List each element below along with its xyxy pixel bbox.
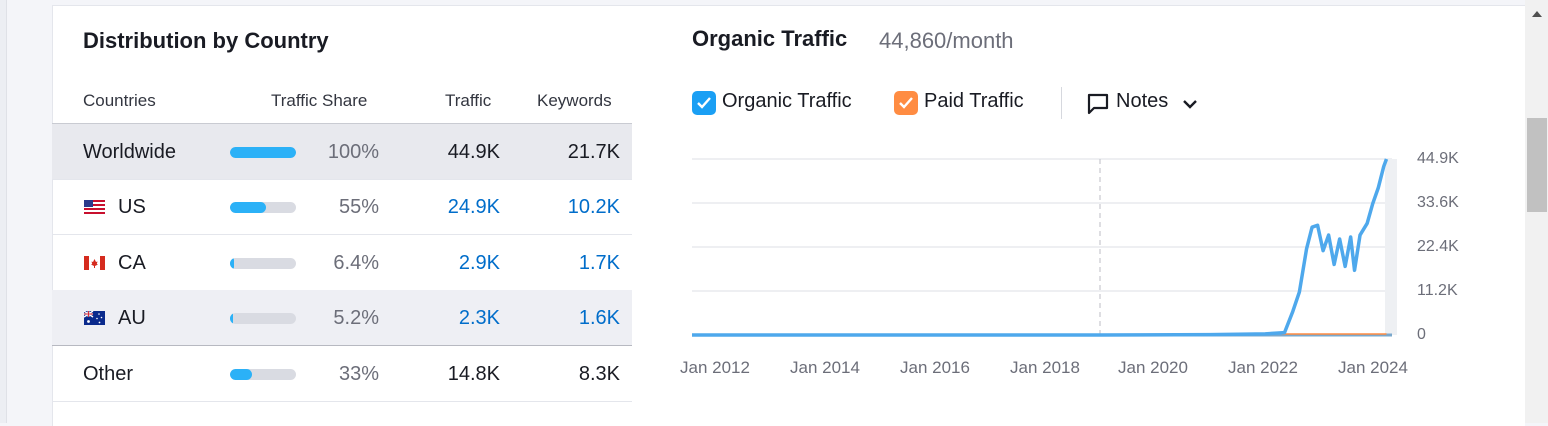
traffic-share-fill (230, 369, 252, 380)
traffic-share-value: 55% (338, 196, 379, 218)
traffic-share-bar (230, 369, 296, 380)
organic-traffic-monthly: 44,860/month (879, 28, 1014, 53)
traffic-share-value: 100% (327, 141, 379, 163)
traffic-share-value: 6.4% (333, 252, 379, 274)
notes-icon[interactable] (1087, 93, 1109, 115)
organic-traffic-line (692, 158, 1389, 337)
distribution-title: Distribution by Country (83, 28, 329, 53)
us-flag-icon (84, 200, 105, 214)
x-tick-label: Jan 2024 (1338, 358, 1408, 377)
organic-traffic-checkbox[interactable] (692, 91, 716, 115)
scrollbar-thumb[interactable] (1527, 118, 1547, 212)
check-icon (697, 97, 711, 109)
x-tick-label: Jan 2018 (1010, 358, 1080, 377)
x-tick-label: Jan 2014 (790, 358, 860, 377)
keywords-value: 8.3K (578, 363, 620, 385)
traffic-share-fill (230, 147, 296, 158)
y-tick-label: 0 (1417, 326, 1426, 343)
x-tick-label: Jan 2012 (680, 358, 750, 377)
x-tick-label: Jan 2020 (1118, 358, 1188, 377)
au-flag-icon (84, 311, 105, 325)
country-name[interactable]: US (118, 196, 146, 218)
x-tick-label: Jan 2016 (900, 358, 970, 377)
table-row-us[interactable]: US 55% 24.9K 10.2K (52, 179, 632, 235)
legend-divider (1061, 87, 1062, 119)
organic-traffic-title: Organic Traffic (692, 26, 848, 51)
traffic-link[interactable]: 2.9K (458, 252, 500, 274)
traffic-share-value: 5.2% (333, 307, 379, 329)
traffic-share-value: 33% (338, 363, 379, 385)
traffic-value: 44.9K (447, 141, 500, 163)
traffic-share-bar (230, 313, 296, 324)
chevron-down-icon[interactable] (1182, 98, 1198, 110)
keywords-link[interactable]: 1.7K (578, 252, 620, 274)
country-name: Other (83, 363, 134, 385)
traffic-link[interactable]: 24.9K (447, 196, 500, 218)
traffic-share-fill (230, 202, 267, 213)
y-tick-label: 11.2K (1417, 282, 1458, 299)
content-card (52, 5, 1525, 426)
keywords-link[interactable]: 10.2K (567, 196, 620, 218)
current-period-band (1385, 159, 1397, 335)
organic-traffic-legend-label[interactable]: Organic Traffic (722, 90, 852, 112)
notes-button[interactable]: Notes (1116, 90, 1169, 112)
paid-traffic-legend-label[interactable]: Paid Traffic (924, 90, 1024, 112)
table-row-worldwide[interactable]: Worldwide 100% 44.9K 21.7K (52, 123, 632, 180)
check-icon (899, 97, 913, 109)
x-tick-label: Jan 2022 (1228, 358, 1298, 377)
y-tick-label: 22.4K (1417, 238, 1459, 255)
traffic-share-fill (230, 258, 235, 269)
y-tick-label: 33.6K (1417, 194, 1459, 211)
country-name: Worldwide (83, 141, 176, 163)
country-name[interactable]: AU (118, 307, 146, 329)
country-name[interactable]: CA (118, 252, 146, 274)
scroll-up-arrow-icon[interactable] (1532, 11, 1542, 17)
traffic-share-bar (230, 202, 296, 213)
keywords-link[interactable]: 1.6K (578, 307, 620, 329)
traffic-share-fill (230, 313, 234, 324)
table-row-other: Other 33% 14.8K 8.3K (52, 346, 632, 402)
traffic-link[interactable]: 2.3K (458, 307, 500, 329)
col-header-countries: Countries (83, 91, 156, 110)
y-tick-label: 44.9K (1417, 150, 1459, 167)
col-header-traffic[interactable]: Traffic (445, 91, 492, 110)
keywords-value: 21.7K (567, 141, 620, 163)
ca-flag-icon (84, 256, 105, 270)
table-row-au[interactable]: AU 5.2% 2.3K 1.6K (52, 290, 632, 346)
paid-traffic-checkbox[interactable] (894, 91, 918, 115)
traffic-share-bar (230, 147, 296, 158)
traffic-share-bar (230, 258, 296, 269)
left-gutter (0, 0, 7, 423)
traffic-value: 14.8K (447, 363, 500, 385)
col-header-keywords[interactable]: Keywords (537, 91, 612, 110)
col-header-traffic-share[interactable]: Traffic Share (271, 91, 368, 110)
